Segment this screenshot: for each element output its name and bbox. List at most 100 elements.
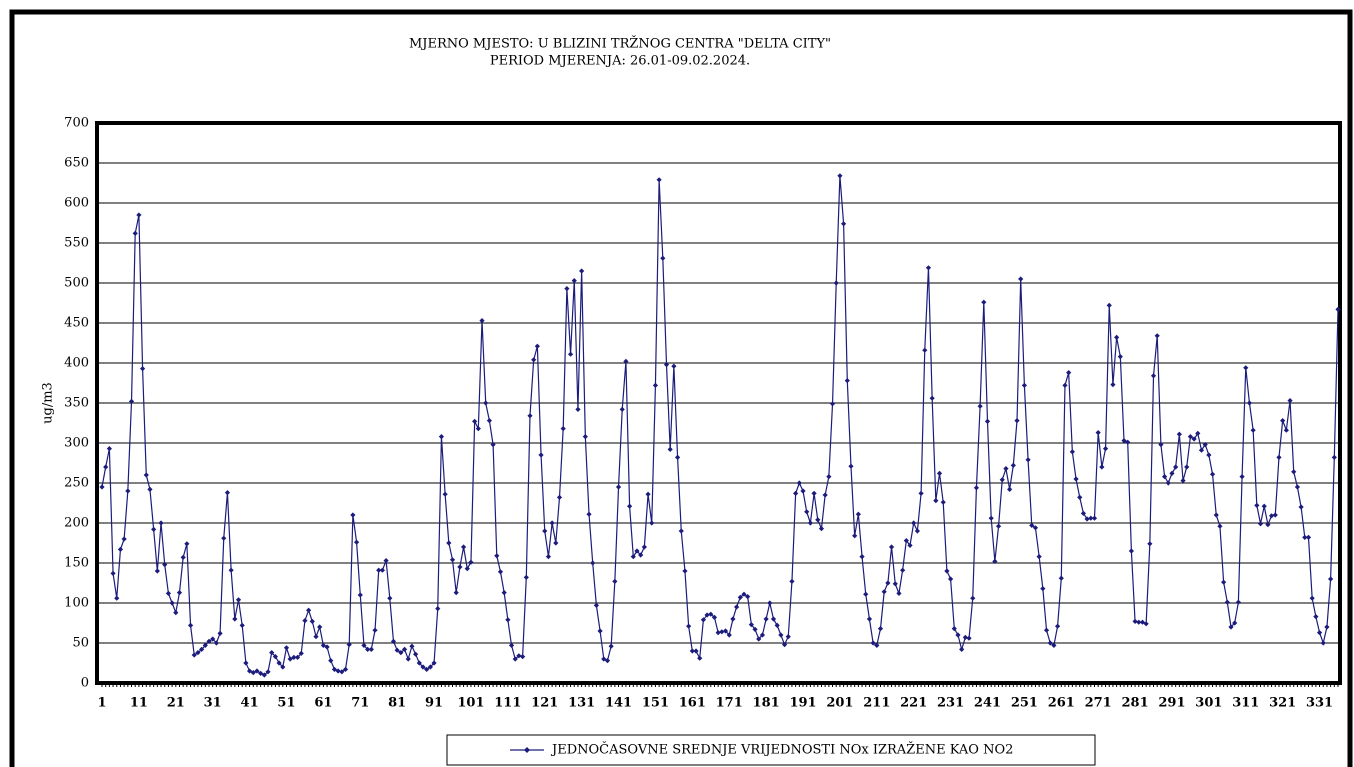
x-tick-label: 91 bbox=[425, 696, 443, 711]
data-point bbox=[977, 403, 983, 409]
data-point bbox=[1272, 512, 1278, 518]
plot-frame bbox=[95, 121, 1342, 685]
data-point bbox=[350, 512, 356, 518]
data-point bbox=[542, 528, 548, 534]
data-point bbox=[1184, 464, 1190, 470]
data-point bbox=[497, 569, 504, 575]
y-tick-label: 150 bbox=[64, 556, 89, 571]
x-tick-label: 161 bbox=[679, 696, 706, 711]
data-point bbox=[121, 536, 127, 542]
x-tick-label: 21 bbox=[167, 696, 185, 711]
y-tick-label: 350 bbox=[64, 396, 89, 411]
data-point bbox=[564, 286, 570, 292]
legend-marker bbox=[524, 747, 530, 753]
y-tick-label: 200 bbox=[64, 516, 89, 531]
data-point bbox=[634, 548, 640, 554]
y-tick-label: 500 bbox=[64, 276, 89, 291]
data-point bbox=[722, 628, 729, 634]
data-point bbox=[531, 357, 537, 363]
data-point bbox=[1309, 595, 1315, 601]
data-point bbox=[232, 616, 238, 622]
data-point bbox=[1043, 627, 1050, 633]
data-point bbox=[874, 642, 880, 648]
data-point bbox=[866, 616, 873, 622]
data-point bbox=[719, 629, 725, 635]
data-point bbox=[320, 642, 326, 648]
data-point bbox=[106, 446, 112, 452]
data-point bbox=[652, 382, 659, 388]
data-point bbox=[911, 520, 917, 526]
data-point bbox=[243, 660, 249, 666]
data-point bbox=[1007, 486, 1013, 492]
data-point bbox=[298, 650, 304, 656]
data-point bbox=[556, 494, 563, 500]
y-tick-label: 650 bbox=[64, 156, 89, 171]
data-point bbox=[431, 660, 437, 666]
data-point bbox=[1283, 427, 1289, 433]
outer-frame bbox=[9, 9, 1353, 767]
data-point bbox=[1161, 474, 1168, 480]
data-point bbox=[376, 567, 382, 573]
data-point bbox=[520, 654, 526, 660]
data-point bbox=[202, 642, 208, 648]
data-point bbox=[1003, 466, 1009, 472]
data-point bbox=[1029, 522, 1035, 528]
y-tick-label: 0 bbox=[81, 676, 89, 691]
data-point bbox=[1021, 382, 1027, 388]
data-point bbox=[781, 642, 788, 648]
data-point bbox=[261, 672, 267, 678]
x-tick-label: 251 bbox=[1011, 696, 1038, 711]
x-tick-label: 261 bbox=[1048, 696, 1075, 711]
data-point bbox=[165, 590, 172, 596]
data-point bbox=[785, 634, 791, 640]
data-point bbox=[512, 656, 518, 662]
x-tick-label: 291 bbox=[1158, 696, 1185, 711]
data-point bbox=[1095, 430, 1101, 436]
data-point bbox=[793, 490, 799, 496]
data-point bbox=[1298, 504, 1304, 510]
data-point bbox=[435, 606, 441, 612]
data-point bbox=[545, 554, 552, 560]
data-point bbox=[361, 642, 367, 648]
data-point bbox=[169, 600, 175, 606]
x-tick-label: 51 bbox=[277, 696, 295, 711]
data-point bbox=[815, 517, 821, 523]
data-point bbox=[1173, 464, 1179, 470]
data-point bbox=[1018, 276, 1024, 282]
data-point bbox=[184, 541, 190, 547]
data-point bbox=[623, 358, 629, 364]
data-point bbox=[881, 589, 887, 595]
data-point bbox=[818, 526, 825, 532]
data-point bbox=[117, 546, 124, 552]
data-point bbox=[1239, 474, 1245, 480]
data-point bbox=[1062, 382, 1068, 388]
data-point bbox=[453, 590, 459, 596]
data-point bbox=[907, 542, 913, 548]
data-point bbox=[1268, 513, 1275, 519]
data-point bbox=[885, 580, 891, 586]
data-point bbox=[1121, 438, 1127, 444]
x-tick-label: 201 bbox=[826, 696, 853, 711]
data-point bbox=[324, 644, 330, 650]
data-point bbox=[922, 347, 928, 353]
x-tick-label: 151 bbox=[642, 696, 669, 711]
data-point bbox=[250, 670, 256, 676]
data-point bbox=[1335, 306, 1341, 312]
data-point bbox=[852, 533, 858, 539]
data-point bbox=[649, 520, 655, 526]
data-point bbox=[1232, 620, 1238, 626]
data-point bbox=[342, 666, 349, 672]
data-point bbox=[837, 173, 843, 179]
data-point bbox=[99, 484, 105, 490]
data-point bbox=[1150, 373, 1157, 379]
data-point bbox=[700, 617, 706, 623]
data-point bbox=[896, 590, 902, 596]
data-point bbox=[822, 492, 828, 498]
chart-subtitle: PERIOD MJERENJA: 26.01-09.02.2024. bbox=[490, 54, 750, 69]
data-point bbox=[110, 570, 116, 576]
data-point bbox=[870, 640, 876, 646]
data-point bbox=[597, 628, 603, 634]
data-point bbox=[955, 632, 961, 638]
y-tick-label: 450 bbox=[64, 316, 89, 331]
data-point bbox=[346, 642, 352, 648]
